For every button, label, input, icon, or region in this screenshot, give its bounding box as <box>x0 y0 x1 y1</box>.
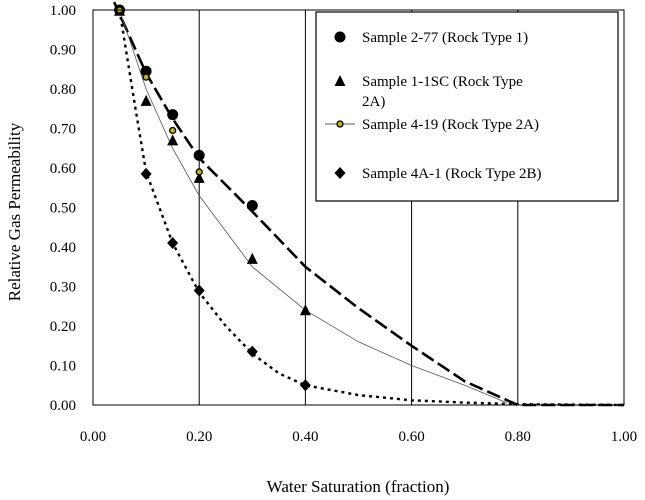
y-tick-labels: 0.00 0.10 0.20 0.30 0.40 0.50 0.60 0.70 0.80 0.90… <box>50 3 76 414</box>
legend-marker <box>336 120 344 128</box>
data-point <box>142 73 150 81</box>
legend: Sample 2-77 (Rock Type 1) Sample 1-1SC (R… <box>315 11 619 202</box>
legend-box <box>315 11 619 202</box>
y-tick-label: 0.80 <box>50 82 76 98</box>
fit-line <box>119 9 508 404</box>
x-tick-labels: 0.00 0.20 0.40 0.60 0.80 1.00 <box>80 429 637 445</box>
x-axis-title: Water Saturation (fraction) <box>267 477 450 496</box>
y-tick-label: 0.00 <box>50 398 76 414</box>
y-axis-title: Relative Gas Permeability <box>5 122 24 301</box>
legend-label: Sample 4-19 (Rock Type 2A) <box>362 117 539 133</box>
data-point <box>140 167 152 180</box>
y-tick-label: 0.20 <box>50 319 76 335</box>
y-tick-label: 0.60 <box>50 161 76 177</box>
data-point <box>193 171 205 183</box>
y-tick-label: 0.90 <box>50 43 76 59</box>
x-tick-label: 0.00 <box>80 429 106 445</box>
y-tick-label: 1.00 <box>50 3 76 19</box>
x-tick-label: 0.80 <box>505 429 531 445</box>
data-point <box>167 237 179 250</box>
x-tick-label: 0.60 <box>398 429 424 445</box>
x-tick-label: 1.00 <box>611 429 637 445</box>
data-point <box>299 304 311 316</box>
fit-line <box>113 1 624 407</box>
x-tick-label: 0.20 <box>186 429 212 445</box>
data-point <box>167 109 179 121</box>
data-point <box>167 134 179 146</box>
legend-label-line: Sample 4A-1 (Rock Type 2B) <box>362 166 541 182</box>
legend-label: Sample 1-1SC (Rock Type 2A) <box>362 74 523 110</box>
data-point <box>195 168 203 176</box>
data-point <box>193 284 205 297</box>
data-point <box>140 65 152 77</box>
fit-line <box>118 9 625 407</box>
y-tick-label: 0.10 <box>50 359 76 375</box>
data-point <box>246 200 258 212</box>
legend-marker <box>334 31 346 43</box>
y-tick-label: 0.40 <box>50 240 76 256</box>
x-tick-label: 0.40 <box>292 429 318 445</box>
data-point <box>193 149 205 161</box>
data-point <box>246 252 258 264</box>
legend-label-line: 2A) <box>362 94 385 110</box>
y-tick-label: 0.50 <box>50 201 76 217</box>
legend-label-line: Sample 2-77 (Rock Type 1) <box>362 30 528 46</box>
legend-label: Sample 2-77 (Rock Type 1) <box>362 30 528 46</box>
data-point <box>246 345 258 358</box>
legend-marker <box>334 75 346 86</box>
data-markers <box>114 4 311 392</box>
fit-lines <box>113 1 625 407</box>
data-point <box>168 126 177 135</box>
y-tick-label: 0.70 <box>50 122 76 138</box>
y-tick-label: 0.30 <box>50 280 76 296</box>
legend-label: Sample 4A-1 (Rock Type 2B) <box>362 166 541 182</box>
legend-label-line: Sample 1-1SC (Rock Type <box>362 74 523 90</box>
data-point <box>299 379 311 392</box>
legend-label-line: Sample 4-19 (Rock Type 2A) <box>362 117 539 133</box>
legend-marker <box>334 167 346 179</box>
data-point <box>140 94 152 106</box>
plot-frame <box>92 9 625 406</box>
